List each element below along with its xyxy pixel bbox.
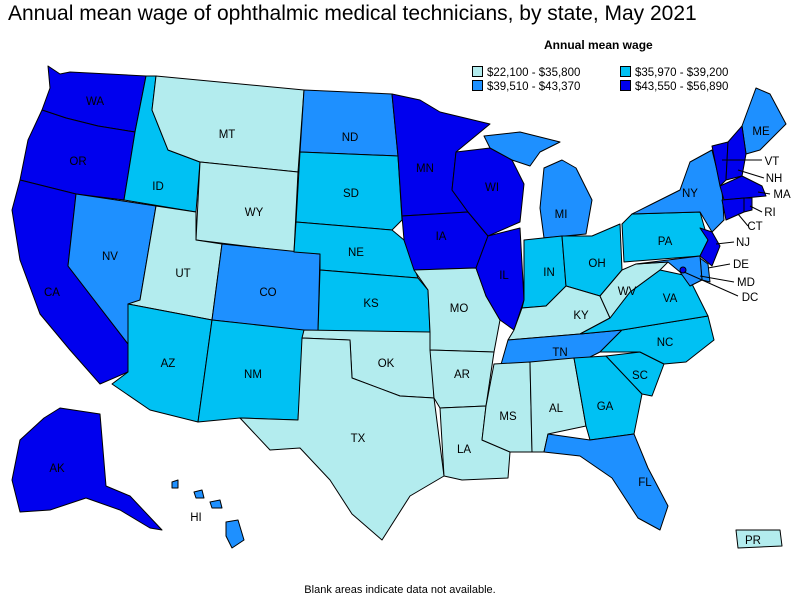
label-id: ID <box>152 181 164 193</box>
label-al: AL <box>549 403 564 415</box>
leader-lines <box>683 159 771 297</box>
state-il[interactable] <box>475 227 525 331</box>
label-az: AZ <box>161 358 176 370</box>
state-tx[interactable] <box>239 337 445 541</box>
state-md[interactable] <box>635 255 703 287</box>
label-nv: NV <box>102 251 118 263</box>
state-ri[interactable] <box>743 197 753 213</box>
label-ar: AR <box>454 369 470 381</box>
label-tn: TN <box>552 347 567 359</box>
label-ky: KY <box>573 310 589 322</box>
label-wa: WA <box>86 96 104 108</box>
label-mn: MN <box>416 163 434 175</box>
label-wi: WI <box>485 182 499 194</box>
legend-item: $43,550 - $56,890 <box>620 80 728 93</box>
label-mt: MT <box>219 129 236 141</box>
state-nj[interactable] <box>699 227 721 267</box>
label-md: MD <box>737 277 755 289</box>
legend-label: $43,550 - $56,890 <box>635 81 729 93</box>
label-mo: MO <box>450 303 469 315</box>
label-oh: OH <box>588 258 605 270</box>
label-tx: TX <box>351 433 366 445</box>
label-mi: MI <box>555 209 568 221</box>
legend-label: $35,970 - $39,200 <box>635 67 729 79</box>
label-in: IN <box>543 267 555 279</box>
label-nj: NJ <box>736 237 750 249</box>
label-sd: SD <box>343 188 359 200</box>
label-ut: UT <box>175 268 190 280</box>
label-hi: HI <box>190 512 202 524</box>
label-wv: WV <box>618 286 637 298</box>
label-ga: GA <box>597 401 614 413</box>
legend-swatch <box>620 80 631 91</box>
state-hi[interactable] <box>171 479 245 549</box>
label-la: LA <box>457 444 471 456</box>
label-ct: CT <box>747 221 762 233</box>
legend-swatch <box>472 66 483 77</box>
label-ia: IA <box>436 231 447 243</box>
legend-item: $35,970 - $39,200 <box>620 66 728 79</box>
label-ok: OK <box>378 358 395 370</box>
state-sd[interactable] <box>295 151 403 231</box>
label-ne: NE <box>348 247 364 259</box>
label-nd: ND <box>342 132 359 144</box>
label-wy: WY <box>245 207 264 219</box>
label-co: CO <box>259 287 276 299</box>
footnote: Blank areas indicate data not available. <box>304 584 496 596</box>
label-ks: KS <box>363 298 379 310</box>
state-me[interactable] <box>741 87 787 155</box>
state-nd[interactable] <box>299 89 399 157</box>
label-nc: NC <box>657 337 674 349</box>
label-il: IL <box>499 270 509 282</box>
legend-title: Annual mean wage <box>544 38 653 52</box>
state-labels: WA OR CA ID NV MT WY UT AZ CO NM ND SD N… <box>44 96 791 547</box>
label-me: ME <box>752 126 770 138</box>
legend-swatch <box>472 80 483 91</box>
state-pr[interactable] <box>735 529 783 549</box>
label-nm: NM <box>244 369 262 381</box>
state-ak[interactable] <box>11 407 163 531</box>
state-wv[interactable] <box>599 261 669 319</box>
label-ma: MA <box>773 189 791 201</box>
state-ma[interactable] <box>719 175 767 201</box>
legend-label: $39,510 - $43,370 <box>487 81 581 93</box>
label-pr: PR <box>745 535 761 547</box>
label-pa: PA <box>658 236 673 248</box>
state-dc[interactable] <box>679 266 687 274</box>
label-de: DE <box>733 259 749 271</box>
label-va: VA <box>663 293 678 305</box>
label-vt: VT <box>765 156 780 168</box>
label-fl: FL <box>638 477 652 489</box>
label-ak: AK <box>49 463 65 475</box>
label-dc: DC <box>742 292 759 304</box>
label-ny: NY <box>682 188 698 200</box>
label-ms: MS <box>499 411 517 423</box>
legend-item: $39,510 - $43,370 <box>472 80 580 93</box>
state-mi[interactable] <box>483 131 593 239</box>
label-nh: NH <box>766 173 783 185</box>
state-fl[interactable] <box>543 433 669 531</box>
label-sc: SC <box>632 370 648 382</box>
label-or: OR <box>69 156 86 168</box>
map-title: Annual mean wage of ophthalmic medical t… <box>8 2 697 25</box>
label-ca: CA <box>44 287 60 299</box>
state-nh[interactable] <box>725 125 747 181</box>
legend-swatch <box>620 66 631 77</box>
legend-label: $22,100 - $35,800 <box>487 67 581 79</box>
label-ri: RI <box>764 207 776 219</box>
state-sc[interactable] <box>605 351 665 397</box>
legend-item: $22,100 - $35,800 <box>472 66 580 79</box>
